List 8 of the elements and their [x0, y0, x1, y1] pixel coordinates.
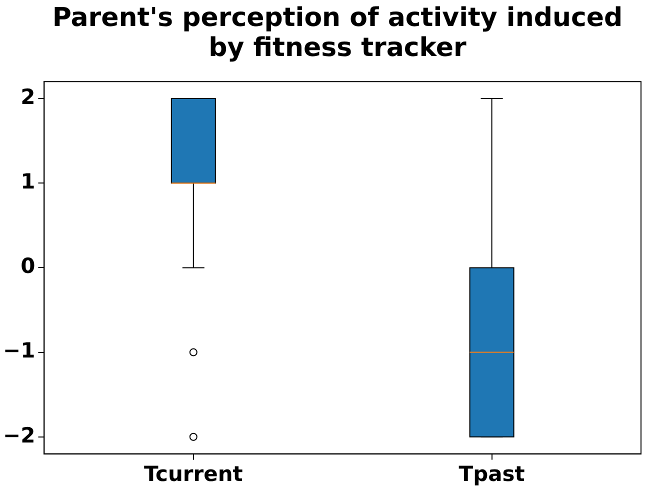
y-tick-label: −2 — [2, 423, 36, 448]
y-tick-label: 2 — [20, 84, 36, 109]
x-tick-label: Tpast — [458, 462, 525, 486]
x-tick-label: Tcurrent — [144, 462, 243, 486]
y-tick-label: 0 — [20, 254, 36, 278]
chart-title: Parent's perception of activity induced by fitness tracker — [51, 2, 624, 65]
y-tick-label: 1 — [20, 170, 36, 194]
y-tick-label: −1 — [2, 338, 36, 363]
